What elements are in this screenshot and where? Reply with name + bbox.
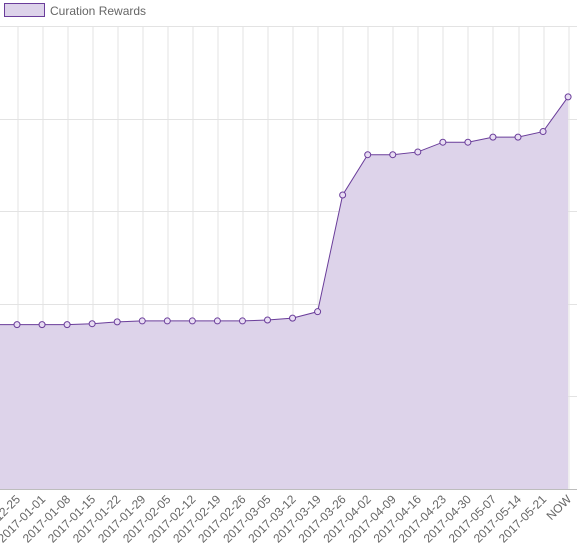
- data-point[interactable]: [489, 133, 497, 141]
- series-line: [0, 96, 569, 326]
- data-point[interactable]: [539, 128, 547, 136]
- data-point[interactable]: [389, 151, 397, 159]
- data-point[interactable]: [113, 318, 121, 326]
- data-point[interactable]: [188, 317, 196, 325]
- data-point[interactable]: [564, 93, 572, 101]
- x-axis-tick-labels: 2016-12-252017-01-012017-01-082017-01-15…: [0, 492, 575, 546]
- legend[interactable]: Curation Rewards: [4, 3, 147, 19]
- legend-swatch: [4, 3, 45, 17]
- series-area-fill: [0, 96, 569, 489]
- data-point[interactable]: [314, 308, 322, 316]
- data-point[interactable]: [238, 317, 246, 325]
- data-point[interactable]: [38, 321, 46, 329]
- data-point[interactable]: [514, 133, 522, 141]
- data-point[interactable]: [439, 138, 447, 146]
- legend-label: Curation Rewards: [50, 4, 146, 18]
- data-point[interactable]: [63, 321, 71, 329]
- data-point[interactable]: [213, 317, 221, 325]
- data-point[interactable]: [414, 148, 422, 156]
- data-point[interactable]: [364, 151, 372, 159]
- data-point[interactable]: [264, 316, 271, 324]
- data-point[interactable]: [464, 138, 472, 146]
- data-point[interactable]: [13, 321, 21, 329]
- data-points: [13, 93, 572, 329]
- data-point[interactable]: [289, 314, 297, 322]
- x-tick-label: NOW: [544, 492, 575, 523]
- data-point[interactable]: [163, 317, 171, 325]
- data-point[interactable]: [339, 191, 347, 199]
- data-point[interactable]: [138, 317, 146, 325]
- data-point[interactable]: [88, 320, 96, 328]
